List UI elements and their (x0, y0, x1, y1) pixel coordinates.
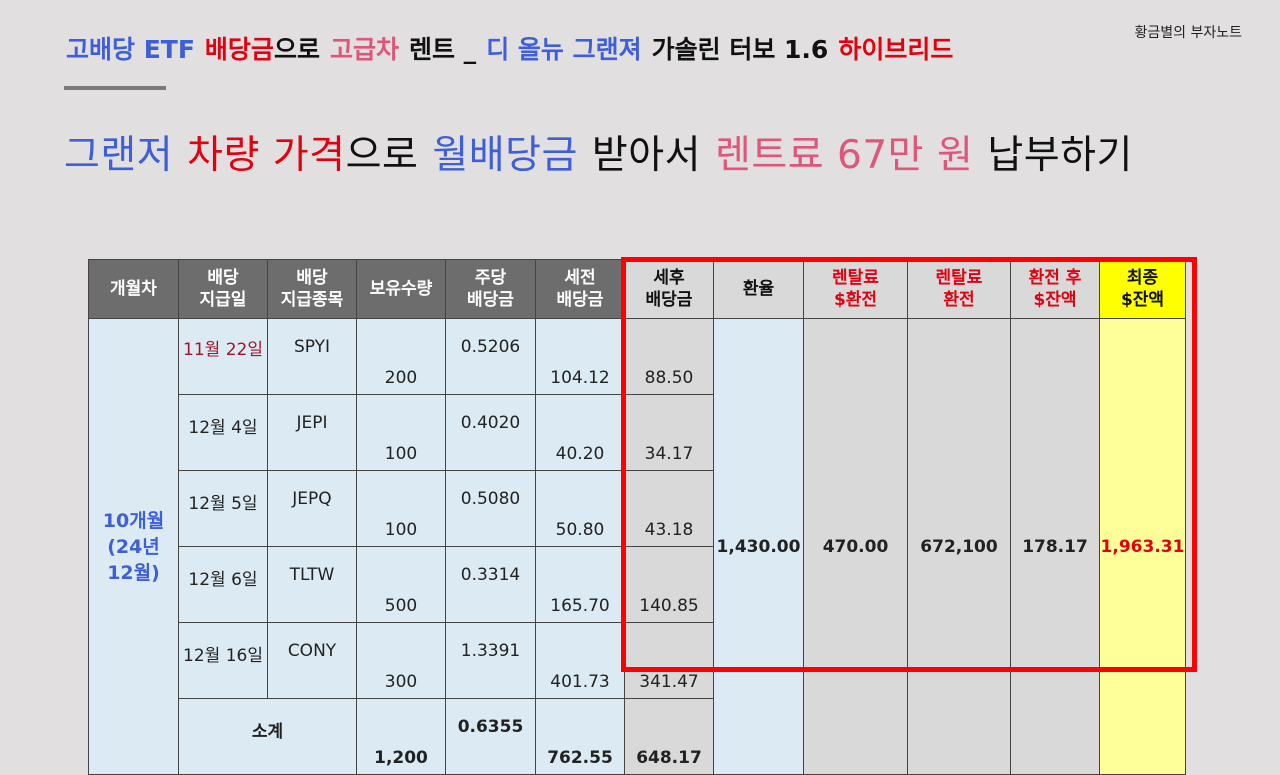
page-title: 고배당 ETF 배당금으로 고급차 렌트 _ 디 올뉴 그랜져 가솔린 터보 1.6 하이브… (66, 30, 963, 66)
per-share-cell: 0.3314 (445, 546, 536, 623)
table-row: 12월 4일 JEPI 100 0.4020 40.20 34.17 (89, 394, 1186, 471)
pre-tax-cell: 40.20 (535, 394, 625, 471)
ticker-cell: SPYI (267, 318, 357, 395)
per-share-cell: 0.5080 (445, 470, 536, 547)
header-final: 최종 $잔액 (1099, 259, 1186, 319)
subtotal-per-share: 0.6355 (445, 698, 536, 775)
pay-date-cell: 12월 5일 (178, 470, 268, 547)
header-pay-date: 배당 지급일 (178, 259, 268, 319)
title-part-1: 고배당 ETF (66, 35, 195, 64)
subtitle-part-6: 렌트료 67만 원 (715, 133, 974, 178)
title-part-5: 렌트 _ (408, 35, 477, 64)
qty-cell: 300 (356, 622, 446, 699)
rent-usd-cell: 470.00 (803, 318, 908, 775)
ticker-cell: JEPQ (267, 470, 357, 547)
title-part-3: 으로 (273, 35, 320, 64)
per-share-cell: 0.5206 (445, 318, 536, 395)
subtotal-after-tax: 648.17 (624, 698, 714, 775)
subtotal-label: 소계 (178, 698, 357, 775)
header-rent-krw: 렌탈료 환전 (907, 259, 1011, 319)
header-ticker: 배당 지급종목 (267, 259, 357, 319)
header-per-share: 주당 배당금 (445, 259, 536, 319)
after-tax-cell: 88.50 (624, 318, 714, 395)
title-part-6: 디 올뉴 그랜져 (486, 35, 642, 64)
table-row: 12월 6일 TLTW 500 0.3314 165.70 140.85 (89, 546, 1186, 623)
title-part-2: 배당금 (204, 35, 274, 64)
pre-tax-cell: 50.80 (535, 470, 625, 547)
header-qty: 보유수량 (356, 259, 446, 319)
pay-date-cell: 12월 6일 (178, 546, 268, 623)
table-row: 10개월 (24년 12월) 11월 22일 SPYI 200 0.5206 1… (88, 318, 1186, 775)
title-divider (64, 86, 166, 90)
header-fx: 환율 (713, 259, 804, 319)
remain-usd-cell: 178.17 (1010, 318, 1100, 775)
pay-date-cell: 11월 22일 (178, 318, 268, 395)
header-pre-tax: 세전 배당금 (535, 259, 625, 319)
subtitle-part-3: 으로 (345, 133, 419, 178)
per-share-cell: 0.4020 (445, 394, 536, 471)
title-part-4: 고급차 (329, 35, 399, 64)
pay-date-cell: 12월 16일 (178, 622, 268, 699)
qty-cell: 100 (356, 470, 446, 547)
pre-tax-cell: 165.70 (535, 546, 625, 623)
title-part-8: 하이브리드 (838, 35, 954, 64)
pre-tax-cell: 401.73 (535, 622, 625, 699)
rent-krw-cell: 672,100 (907, 318, 1011, 775)
table-row: 12월 16일 CONY 300 1.3391 401.73 341.47 (89, 622, 1186, 699)
final-usd-cell: 1,963.31 (1099, 318, 1186, 775)
qty-cell: 200 (356, 318, 446, 395)
fx-rate-cell: 1,430.00 (713, 318, 804, 775)
after-tax-cell: 34.17 (624, 394, 714, 471)
header-after-tax: 세후 배당금 (624, 259, 714, 319)
header-month: 개월차 (88, 259, 179, 319)
ticker-cell: TLTW (267, 546, 357, 623)
ticker-cell: CONY (267, 622, 357, 699)
after-tax-cell: 341.47 (624, 622, 714, 699)
dividend-table: 개월차 배당 지급일 배당 지급종목 보유수량 주당 배당금 세전 배당금 세후… (88, 259, 1186, 775)
subtotal-pre-tax: 762.55 (535, 698, 625, 775)
title-part-7: 가솔린 터보 1.6 (651, 35, 829, 64)
pay-date-cell: 12월 4일 (178, 394, 268, 471)
qty-cell: 100 (356, 394, 446, 471)
header-rent-usd: 렌탈료 $환전 (803, 259, 908, 319)
qty-cell: 500 (356, 546, 446, 623)
watermark-text: 황금별의 부자노트 (1134, 25, 1243, 41)
subtitle-part-7: 납부하기 (987, 133, 1133, 178)
table-row: 12월 5일 JEPQ 100 0.5080 50.80 43.18 (89, 470, 1186, 547)
page-subtitle: 그랜저 차량 가격으로 월배당금 받아서 렌트료 67만 원 납부하기 (64, 124, 1147, 180)
header-remain-usd: 환전 후 $잔액 (1010, 259, 1100, 319)
per-share-cell: 1.3391 (445, 622, 536, 699)
after-tax-cell: 43.18 (624, 470, 714, 547)
subtitle-part-5: 받아서 (591, 133, 701, 178)
ticker-cell: JEPI (267, 394, 357, 471)
subtitle-part-2: 차량 가격 (187, 133, 346, 178)
subtotal-qty: 1,200 (356, 698, 446, 775)
after-tax-cell: 140.85 (624, 546, 714, 623)
subtitle-part-4: 월배당금 (432, 133, 578, 178)
subtitle-part-1: 그랜저 (64, 133, 174, 178)
month-cell: 10개월 (24년 12월) (88, 318, 179, 775)
table-header-row: 개월차 배당 지급일 배당 지급종목 보유수량 주당 배당금 세전 배당금 세후… (88, 259, 1186, 319)
pre-tax-cell: 104.12 (535, 318, 625, 395)
